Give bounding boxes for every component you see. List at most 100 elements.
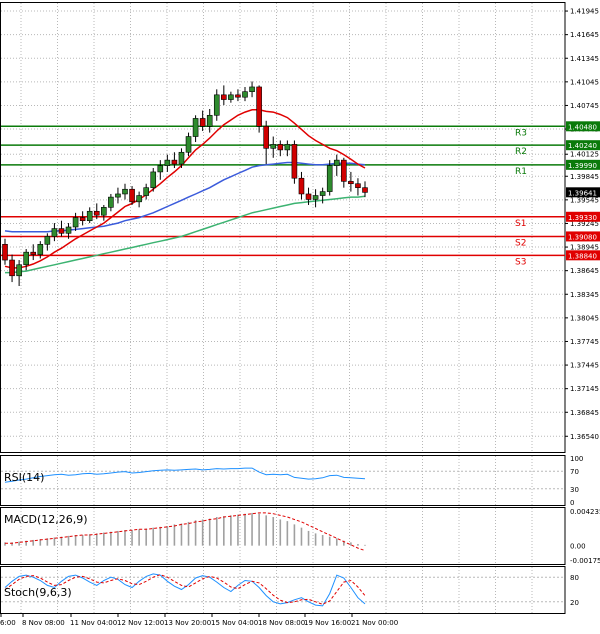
candle-bull (242, 91, 248, 98)
y-tick-label: 1.38345 (570, 291, 599, 299)
candle-bull (72, 217, 79, 228)
macd-tick-label: -0.001751 (570, 557, 600, 565)
panel-frame-main (0, 2, 566, 453)
stoch-signal-line (4, 574, 366, 605)
candle-bull (37, 244, 44, 255)
candle-bull (51, 228, 58, 237)
candle-bear (30, 251, 37, 255)
rsi-tick-label: 70 (570, 468, 579, 476)
candle-bull (143, 187, 149, 196)
y-tick-label: 1.36845 (570, 409, 599, 417)
candle-bull (213, 94, 220, 116)
rsi-line (4, 467, 366, 483)
stoch-tick-label: 80 (570, 574, 579, 582)
y-tick-label: 1.41345 (570, 55, 599, 63)
candle-bull (206, 114, 213, 127)
y-tick-label: 1.40125 (570, 151, 599, 159)
candle-bull (164, 159, 171, 166)
candle-bull (326, 165, 333, 192)
level-price-tag (566, 231, 600, 242)
panel-frame-macd (0, 507, 566, 565)
candle-bear (341, 159, 347, 182)
level-price-label: 1.40480 (568, 123, 597, 131)
candle-bear (291, 144, 298, 179)
candle-bull (150, 171, 157, 188)
candle-bear (2, 244, 8, 261)
candle-bear (93, 210, 100, 216)
level-name-s3: S3 (515, 257, 526, 267)
level-name-s1: S1 (515, 219, 526, 229)
level-price-tag (566, 140, 600, 151)
candle-bull (101, 207, 107, 216)
candle-bull (284, 144, 291, 151)
y-tick-label: 1.36540 (570, 433, 599, 441)
level-price-tag (566, 211, 600, 222)
y-tick-label: 1.38945 (570, 244, 599, 252)
level-name-r3: R3 (515, 128, 527, 138)
rsi-tick-label: 30 (570, 486, 579, 494)
level-name-s2: S2 (515, 238, 526, 248)
macd-signal-line (5, 512, 366, 552)
candle-bull (16, 264, 22, 277)
stoch-label: Stoch(9,6,3) (4, 586, 72, 599)
candle-bear (277, 144, 284, 151)
level-price-label: 1.39990 (568, 162, 597, 170)
y-tick-label: 1.38045 (570, 314, 599, 322)
candle-bull (122, 188, 128, 195)
ma-green-line (5, 195, 366, 274)
current-price-tag (566, 187, 600, 198)
level-price-tag (566, 250, 600, 261)
current-price-label: 1.39641 (568, 189, 597, 197)
x-tick-label: 21 Nov 00:00 (351, 619, 398, 627)
ma-blue-line (4, 161, 366, 233)
x-tick-label: 6:00 (0, 619, 16, 627)
level-price-label: 1.40240 (568, 142, 597, 150)
level-price-label: 1.39080 (568, 233, 597, 241)
candle-bull (44, 236, 51, 245)
x-tick-label: 12 Nov 12:00 (117, 619, 164, 627)
candle-bull (319, 191, 326, 196)
candle-bear (256, 86, 262, 127)
ma-red-line (4, 109, 366, 269)
candle-bull (249, 86, 255, 92)
candle-bear (235, 94, 241, 98)
rsi-label: RSI(14) (4, 471, 44, 484)
candle-bull (185, 136, 192, 153)
candle-bull (65, 226, 72, 234)
candle-bull (333, 159, 340, 166)
y-tick-label: 1.41945 (570, 8, 599, 16)
x-tick-label: 11 Nov 04:00 (70, 619, 117, 627)
y-tick-label: 1.37145 (570, 385, 599, 393)
candle-bear (58, 228, 65, 234)
x-tick-label: 19 Nov 16:00 (304, 619, 351, 627)
candle-bull (157, 165, 164, 173)
rsi-tick-label: 100 (570, 455, 583, 463)
candle-bear (9, 259, 15, 277)
candle-bull (136, 195, 142, 203)
level-name-r1: R1 (515, 167, 527, 177)
candle-bear (348, 181, 354, 185)
candle-bear (362, 187, 368, 193)
rsi-tick-label: 0 (570, 499, 574, 507)
candle-bull (312, 195, 319, 200)
macd-tick-label: 0.00 (570, 543, 586, 551)
candle-bear (199, 118, 206, 127)
macd-label: MACD(12,26,9) (4, 513, 88, 526)
level-name-r2: R2 (515, 147, 527, 157)
candle-bear (79, 217, 86, 222)
macd-tick-label: 0.004235 (570, 508, 600, 516)
y-tick-label: 1.41045 (570, 78, 599, 86)
candle-bull (270, 144, 277, 149)
x-tick-label: 13 Nov 20:00 (164, 619, 211, 627)
panel-frame-stoch (0, 566, 566, 614)
y-tick-label: 1.39245 (570, 220, 599, 228)
x-tick-label: 8 Nov 08:00 (22, 619, 65, 627)
candle-bear (298, 177, 305, 195)
x-tick-label: 18 Nov 08:00 (258, 619, 305, 627)
candle-bear (129, 188, 135, 203)
y-tick-label: 1.37445 (570, 362, 599, 370)
candle-bull (86, 210, 93, 222)
y-tick-label: 1.37745 (570, 338, 599, 346)
